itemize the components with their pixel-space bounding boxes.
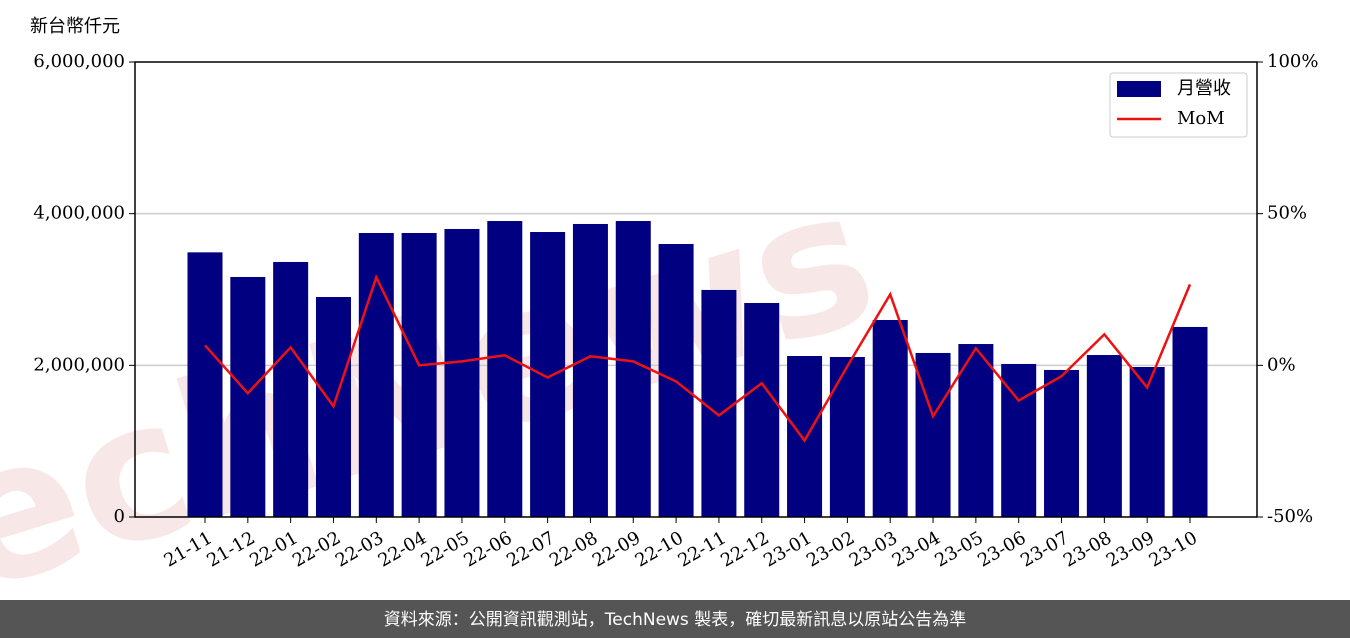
- footer: 資料來源：公開資訊觀測站，TechNews 製表，確切最新訊息以原站公告為準: [384, 610, 966, 630]
- x-tick-label: 23-01: [760, 527, 815, 571]
- bar: [958, 344, 994, 517]
- legend-swatch: [1117, 81, 1161, 97]
- bar: [530, 232, 566, 518]
- x-tick-label: 22-04: [375, 527, 430, 571]
- bar: [572, 223, 608, 518]
- x-tick-label: 22-06: [460, 527, 515, 571]
- x-tick-label: 22-11: [674, 527, 729, 571]
- x-tick-label: 22-05: [418, 527, 473, 571]
- bar: [1129, 367, 1165, 517]
- x-tick-label: 22-08: [546, 527, 601, 571]
- y-tick-label: 4,000,000: [33, 203, 125, 224]
- bar: [273, 261, 309, 517]
- x-tick-label: 23-07: [1017, 527, 1072, 571]
- bar: [872, 319, 908, 517]
- bar: [1044, 369, 1080, 517]
- y2-tick-label: 100%: [1267, 51, 1318, 72]
- y-tick-label: 0: [114, 506, 125, 527]
- x-tick-label: 23-09: [1103, 527, 1158, 571]
- x-tick-label: 23-10: [1146, 527, 1201, 571]
- footer-bar: [0, 600, 1350, 638]
- bar: [187, 252, 223, 517]
- x-tick-label: 23-04: [889, 527, 944, 571]
- bar: [1172, 326, 1208, 517]
- legend-label: 月營收: [1177, 78, 1231, 99]
- bar: [487, 221, 523, 517]
- y-tick-label: 2,000,000: [33, 354, 125, 375]
- bar: [230, 276, 266, 517]
- y2-tick-label: 0%: [1267, 354, 1296, 375]
- y2-tick-label: -50%: [1267, 506, 1313, 527]
- x-tick-label: 23-06: [974, 527, 1029, 571]
- x-tick-label: 22-10: [632, 527, 687, 571]
- x-tick-label: 23-05: [931, 527, 986, 571]
- x-tick-label: 22-09: [589, 527, 644, 571]
- line: [204, 274, 1192, 443]
- y2-tick-label: 50%: [1267, 203, 1307, 224]
- bar: [1086, 355, 1122, 517]
- bar: [444, 228, 480, 518]
- bar: [701, 289, 737, 517]
- bar: [401, 233, 437, 518]
- x-tick-label: 23-02: [803, 527, 858, 571]
- bar: [744, 302, 780, 517]
- bar: [615, 221, 651, 517]
- bar: [829, 356, 865, 517]
- x-tick-label: 22-12: [717, 527, 772, 571]
- legend-label: MoM: [1177, 108, 1225, 129]
- bar: [1001, 363, 1037, 517]
- plot-frame: [134, 61, 1258, 518]
- y-axis-label: 新台幣仟元: [30, 16, 120, 37]
- x-tick-label: 22-03: [332, 527, 387, 571]
- x-tick-label: 23-03: [846, 527, 901, 571]
- x-tick-label: 23-08: [1060, 527, 1115, 571]
- y-tick-label: 6,000,000: [33, 51, 125, 72]
- x-tick-label: 22-07: [503, 527, 558, 571]
- bar: [915, 352, 951, 517]
- bar: [787, 356, 823, 517]
